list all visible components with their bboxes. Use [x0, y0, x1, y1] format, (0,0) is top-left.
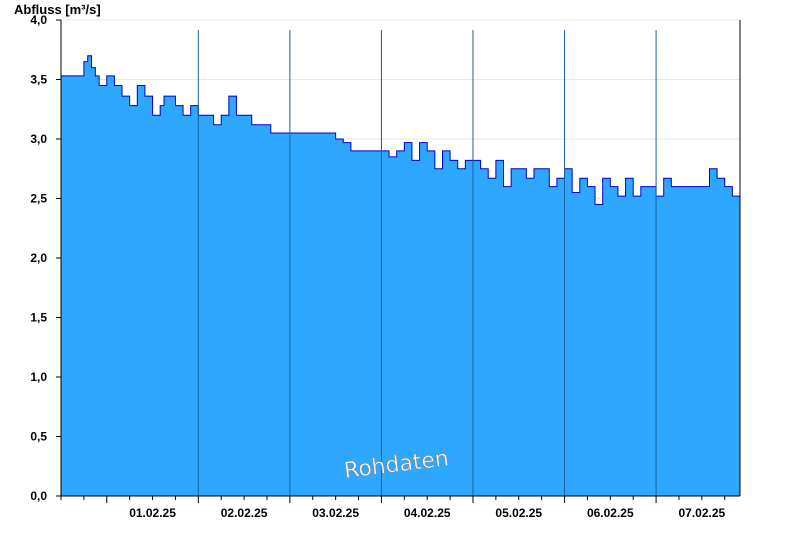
y-tick-label: 1,5 — [30, 311, 47, 325]
y-tick-label: 4,0 — [30, 13, 47, 27]
x-tick-label: 07.02.25 — [678, 506, 725, 520]
y-tick-label: 0,0 — [30, 489, 47, 503]
x-ticks: 01.02.25 02.02.25 03.02.25 04.02.25 05.02.25… — [60, 496, 726, 520]
y-tick-label: 2,5 — [30, 192, 47, 206]
x-tick-label: 03.02.25 — [312, 506, 359, 520]
x-tick-label: 05.02.25 — [495, 506, 542, 520]
y-tick-label: 3,5 — [30, 73, 47, 87]
x-tick-label: 06.02.25 — [587, 506, 634, 520]
y-tick-label: 3,0 — [30, 132, 47, 146]
series-line — [61, 55, 741, 205]
y-tick-label: 0,5 — [30, 430, 47, 444]
x-tick-label: 01.02.25 — [129, 506, 176, 520]
y-axis-title: Abfluss [m³/s] — [14, 2, 101, 17]
y-tick-label: 2,0 — [30, 251, 47, 265]
y-tick-label: 1,0 — [30, 370, 47, 384]
day-dividers — [197, 30, 657, 496]
y-ticks: 0,0 0,5 1,0 1,5 2,0 2,5 3,0 3,5 4,0 — [30, 13, 61, 503]
series-area — [61, 55, 740, 496]
x-tick-label: 04.02.25 — [404, 506, 451, 520]
plot-area — [61, 55, 741, 496]
x-tick-label: 02.02.25 — [221, 506, 268, 520]
